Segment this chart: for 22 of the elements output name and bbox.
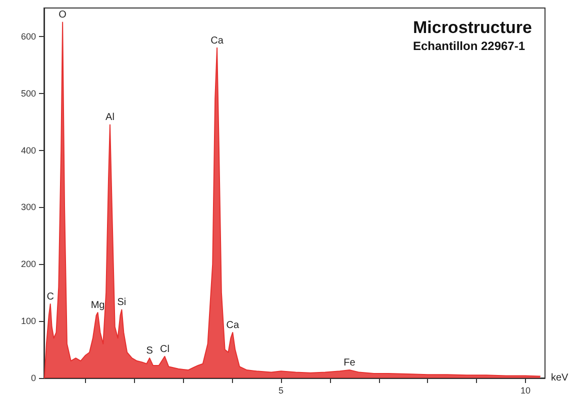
- annotation: Cl: [160, 344, 170, 355]
- y-tick-label: 0: [30, 373, 36, 383]
- annotation: Ca: [226, 320, 240, 331]
- y-tick-label: 600: [20, 31, 36, 42]
- annotation: Al: [106, 112, 114, 124]
- text: Microstructure: [412, 18, 532, 37]
- y-tick-label: 500: [20, 88, 36, 98]
- y-tick-label: 200: [20, 259, 36, 270]
- annotation: S: [146, 346, 154, 357]
- annotation: C: [46, 292, 54, 302]
- y-tick-label: 100: [20, 316, 36, 326]
- text: Echantillon 22967-1: [412, 39, 526, 53]
- x-axis-title: keV: [551, 372, 569, 384]
- y-tick-label: 400: [20, 145, 36, 156]
- annotation: O: [58, 10, 67, 21]
- x-tick-label: 10: [520, 386, 530, 396]
- x-tick-label: 5: [278, 386, 284, 396]
- y-tick-label: 300: [20, 202, 36, 212]
- annotation: Ca: [210, 35, 224, 46]
- annotation: Si: [117, 297, 126, 308]
- annotation: Fe: [344, 358, 356, 369]
- annotation: Mg: [90, 300, 105, 312]
